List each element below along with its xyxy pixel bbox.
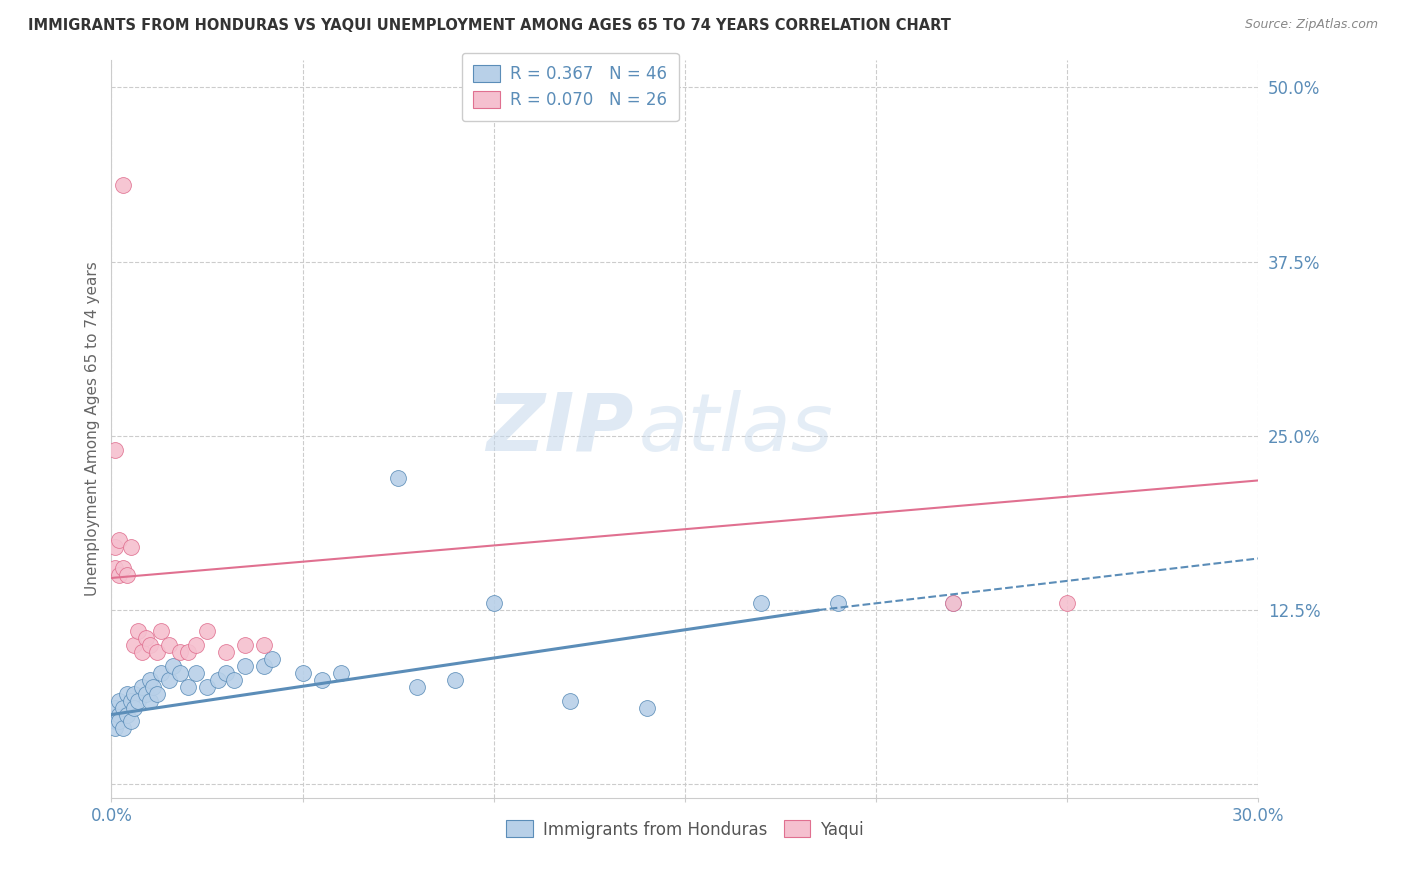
Point [157, 638, 180, 652]
Point [131, 680, 153, 694]
Point [108, 533, 131, 548]
Text: ZIP: ZIP [486, 390, 633, 468]
Point [111, 722, 134, 736]
Point [120, 693, 142, 707]
Point [115, 687, 138, 701]
Point [482, 596, 505, 610]
Point [560, 693, 582, 707]
Point [104, 442, 127, 457]
Point [827, 596, 849, 610]
Point [104, 700, 127, 714]
Point [131, 645, 153, 659]
Point [124, 700, 146, 714]
Point [115, 707, 138, 722]
Point [184, 665, 207, 680]
Point [444, 673, 467, 687]
Point [138, 673, 160, 687]
Point [387, 470, 409, 484]
Point [108, 707, 131, 722]
Point [142, 680, 165, 694]
Point [124, 687, 146, 701]
Point [138, 693, 160, 707]
Point [104, 722, 127, 736]
Point [157, 673, 180, 687]
Point [636, 700, 658, 714]
Point [177, 680, 200, 694]
Text: atlas: atlas [638, 390, 834, 468]
Point [941, 596, 963, 610]
Point [108, 568, 131, 582]
Point [195, 624, 218, 638]
Point [135, 687, 157, 701]
Point [104, 561, 127, 575]
Point [177, 645, 200, 659]
Point [749, 596, 772, 610]
Point [329, 665, 352, 680]
Point [207, 673, 229, 687]
Point [941, 596, 963, 610]
Point [108, 693, 131, 707]
Point [169, 665, 191, 680]
Y-axis label: Unemployment Among Ages 65 to 74 years: Unemployment Among Ages 65 to 74 years [86, 261, 100, 596]
Point [195, 680, 218, 694]
Point [138, 638, 160, 652]
Point [146, 645, 169, 659]
Point [184, 638, 207, 652]
Point [108, 714, 131, 729]
Text: IMMIGRANTS FROM HONDURAS VS YAQUI UNEMPLOYMENT AMONG AGES 65 TO 74 YEARS CORRELA: IMMIGRANTS FROM HONDURAS VS YAQUI UNEMPL… [28, 18, 950, 33]
Point [150, 624, 173, 638]
Point [260, 652, 283, 666]
Point [233, 638, 256, 652]
Point [111, 178, 134, 192]
Point [253, 638, 276, 652]
Point [111, 561, 134, 575]
Point [406, 680, 429, 694]
Point [169, 645, 191, 659]
Point [111, 700, 134, 714]
Point [150, 665, 173, 680]
Point [233, 658, 256, 673]
Point [127, 624, 149, 638]
Point [120, 714, 142, 729]
Legend: Immigrants from Honduras, Yaqui: Immigrants from Honduras, Yaqui [499, 814, 870, 846]
Text: Source: ZipAtlas.com: Source: ZipAtlas.com [1244, 18, 1378, 31]
Point [311, 673, 333, 687]
Point [104, 714, 127, 729]
Point [104, 541, 127, 555]
Point [215, 665, 238, 680]
Point [146, 687, 169, 701]
Point [253, 658, 276, 673]
Point [115, 568, 138, 582]
Point [162, 658, 184, 673]
Point [222, 673, 245, 687]
Point [127, 693, 149, 707]
Point [124, 638, 146, 652]
Point [215, 645, 238, 659]
Point [120, 541, 142, 555]
Point [291, 665, 314, 680]
Point [1056, 596, 1078, 610]
Point [135, 631, 157, 645]
